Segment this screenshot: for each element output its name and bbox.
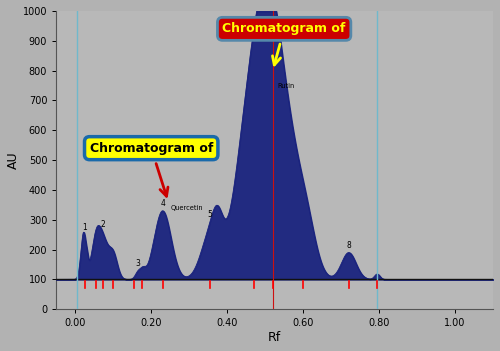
Text: 3: 3: [136, 259, 140, 267]
X-axis label: Rf: Rf: [268, 331, 281, 344]
Text: 5: 5: [208, 210, 212, 219]
Text: 8: 8: [346, 240, 351, 250]
Text: 6: 6: [252, 18, 256, 27]
Text: Chromatogram of: Chromatogram of: [222, 22, 346, 65]
Text: 2: 2: [100, 220, 105, 229]
Y-axis label: AU: AU: [7, 151, 20, 169]
Text: Chromatogram of: Chromatogram of: [90, 142, 213, 196]
Text: Rutin: Rutin: [277, 82, 294, 88]
Text: 4: 4: [160, 199, 165, 208]
Text: Quercetin: Quercetin: [170, 205, 203, 211]
Text: 1: 1: [82, 223, 87, 232]
